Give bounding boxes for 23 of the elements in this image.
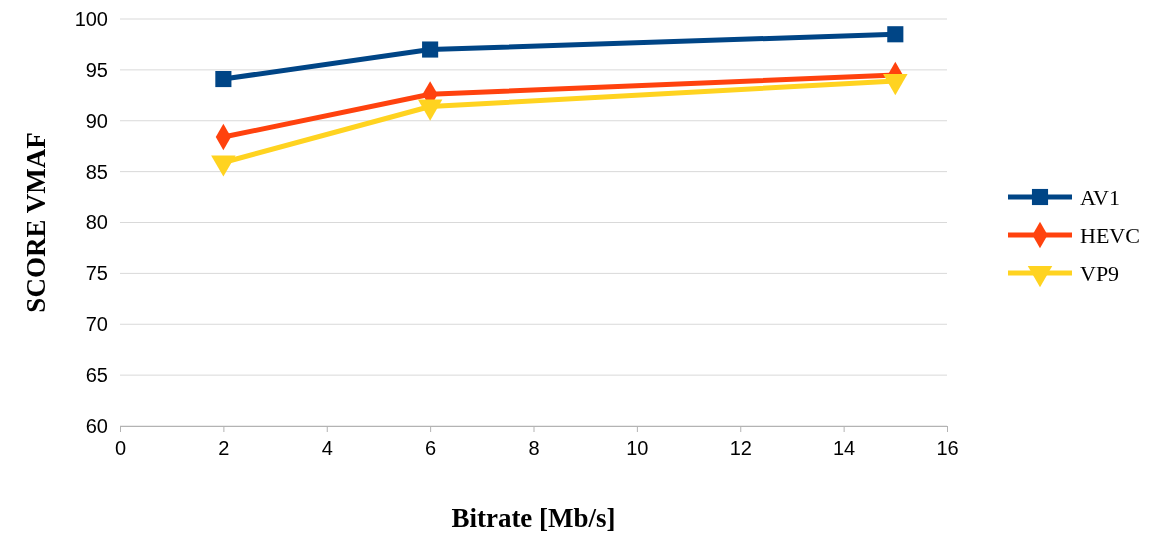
x-tick-label: 2 [218, 437, 230, 459]
x-axis-title: Bitrate [Mb/s] [451, 503, 616, 533]
y-tick-label: 90 [85, 109, 108, 132]
x-tick-label: 8 [528, 437, 540, 459]
y-tick-label: 85 [85, 160, 108, 183]
y-tick-label: 80 [85, 211, 108, 234]
legend-label: HEVC [1080, 222, 1140, 248]
y-axis-title: SCORE VMAF [21, 132, 51, 313]
x-tick-label: 4 [321, 437, 333, 459]
x-tick-label: 0 [114, 437, 127, 459]
y-tick-label: 75 [85, 262, 108, 285]
y-tick-label: 60 [85, 414, 108, 437]
y-tick-label: 70 [85, 313, 108, 336]
x-tick-label: 16 [936, 437, 959, 459]
y-tick-label: 100 [74, 7, 108, 30]
x-tick-label: 10 [626, 437, 649, 459]
legend-label: AV1 [1080, 184, 1120, 210]
y-tick-label: 65 [85, 364, 108, 387]
x-tick-label: 6 [425, 437, 437, 459]
legend-label: VP9 [1080, 260, 1120, 286]
x-tick-label: 14 [833, 437, 856, 459]
x-tick-label: 12 [729, 437, 752, 459]
y-tick-label: 95 [85, 58, 108, 81]
